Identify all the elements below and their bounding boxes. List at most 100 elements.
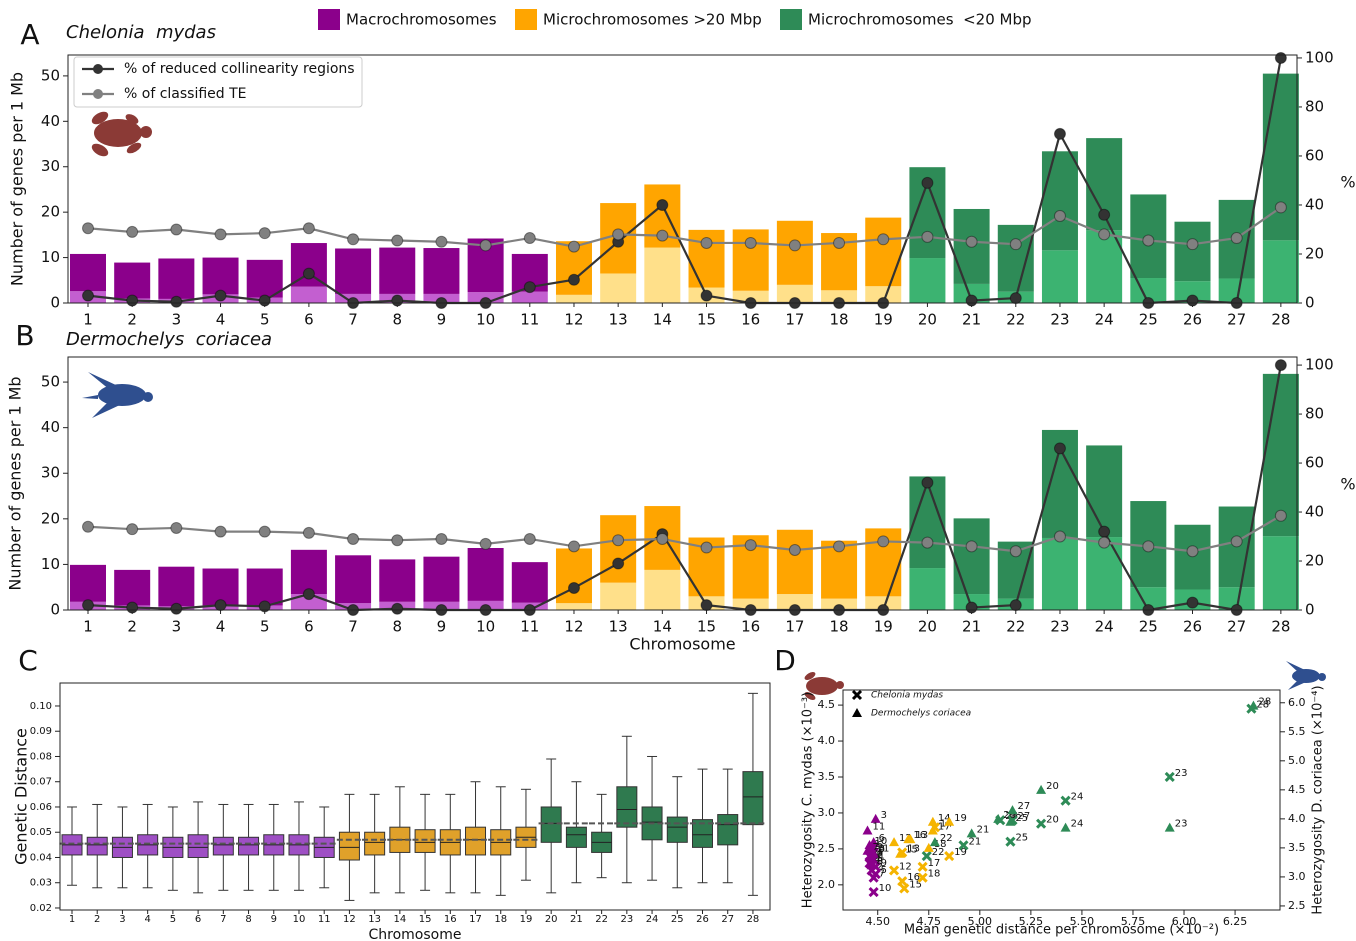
line-marker <box>126 294 139 307</box>
marker-triangle <box>903 834 914 844</box>
y-axis-label: Heterozygosity C. mydas (×10⁻³) <box>801 692 816 908</box>
point-label: 16 <box>913 830 926 841</box>
bar-segment <box>953 283 990 303</box>
x-tick-label: 17 <box>469 914 482 925</box>
bar-segment <box>1086 537 1123 610</box>
point-label: 24 <box>1071 819 1084 830</box>
bar-segment <box>1086 445 1123 538</box>
x-tick-label: 13 <box>368 914 381 925</box>
panel-letter: B <box>15 319 34 352</box>
line-marker <box>700 541 713 554</box>
y-tick-label: 0 <box>50 294 60 312</box>
line-marker <box>700 289 713 302</box>
marker-cross <box>917 872 928 883</box>
line-marker <box>1098 228 1111 241</box>
line-marker <box>1186 596 1199 609</box>
bar-segment <box>379 247 416 294</box>
x-tick-label: 5.00 <box>968 915 993 928</box>
y2-tick-label: 5.0 <box>1288 754 1306 767</box>
line-marker <box>700 599 713 612</box>
x-tick-label: 14 <box>393 914 406 925</box>
line-marker <box>523 232 536 245</box>
x-tick-label: 10 <box>476 618 495 636</box>
bar-segment <box>114 569 151 606</box>
x-tick-label: 6.00 <box>1172 915 1197 928</box>
bar-segment <box>70 253 106 292</box>
x-tick-label: 16 <box>741 618 760 636</box>
point-label: 19 <box>954 813 967 824</box>
y2-tick-label: 4.5 <box>1288 783 1306 796</box>
y-tick-label: 2.5 <box>818 842 836 855</box>
x-tick-label: 9 <box>437 618 447 636</box>
line-marker <box>921 230 934 243</box>
legend-label: Dermochelys coriacea <box>871 709 971 719</box>
x-tick-label: 15 <box>697 618 716 636</box>
marker-triangle <box>1005 816 1016 826</box>
legend-swatch <box>780 9 802 30</box>
legend-label: Microchromosomes <20 Mbp <box>808 11 1032 29</box>
legend-label: % of reduced collinearity regions <box>124 61 355 77</box>
line-marker <box>877 233 890 246</box>
box <box>364 831 386 856</box>
point-label: 7 <box>873 842 879 853</box>
marker-cross <box>944 851 955 862</box>
bar-segment <box>865 596 902 610</box>
line-marker <box>479 239 492 252</box>
x-tick-label: 4.50 <box>865 915 890 928</box>
point-label: 7 <box>879 869 885 880</box>
legend-label: Macrochromosomes <box>346 11 497 29</box>
point-label: 27 <box>1017 811 1030 822</box>
point-label: 22 <box>940 833 953 844</box>
y2-tick-label: 60 <box>1305 146 1324 164</box>
bar-segment <box>555 603 592 610</box>
line-marker <box>302 222 315 235</box>
point-label: 1 <box>879 851 885 862</box>
x-tick-label: 8 <box>392 618 402 636</box>
line-marker <box>965 601 978 614</box>
line-marker <box>1142 234 1155 247</box>
point-label: 10 <box>875 836 888 847</box>
line-marker <box>1098 525 1111 538</box>
marker-triangle <box>966 828 977 838</box>
line-marker <box>833 540 846 553</box>
line-marker <box>877 535 890 548</box>
x-tick-label: 17 <box>785 618 804 636</box>
point-label: 5 <box>881 865 887 876</box>
point-label: 12 <box>899 833 912 844</box>
marker-cross <box>899 883 910 894</box>
marker-triangle <box>889 837 900 847</box>
box <box>666 816 688 843</box>
point-label: 1 <box>875 839 881 850</box>
line-marker <box>126 225 139 238</box>
line-marker <box>656 229 669 242</box>
line <box>87 514 1282 553</box>
x-tick-label: 22 <box>1006 618 1025 636</box>
bar-segment <box>600 273 637 303</box>
marker-triangle <box>1036 784 1047 794</box>
plot-frame <box>67 54 1298 304</box>
x-tick-label: 14 <box>653 311 672 329</box>
panel-title: Dermochelys coriacea <box>66 329 272 350</box>
point-label: 14 <box>938 813 951 824</box>
y-tick-label: 20 <box>41 203 60 221</box>
x-tick-label: 16 <box>741 311 760 329</box>
line-marker <box>788 239 801 252</box>
bar-segment <box>1174 524 1211 590</box>
marker-triangle <box>895 848 906 858</box>
bar-segment <box>202 568 239 606</box>
line-marker <box>567 540 580 553</box>
line-marker <box>700 236 713 249</box>
x-axis-label: Chromosome <box>369 927 462 941</box>
turtle-icon <box>1286 661 1326 690</box>
y-tick-label: 10 <box>41 248 60 266</box>
marker-cross <box>921 851 932 862</box>
line-marker <box>1053 530 1066 543</box>
marker-cross <box>1164 771 1175 783</box>
line-marker <box>170 295 183 308</box>
box <box>540 806 562 843</box>
point-label: 17 <box>938 821 951 832</box>
box <box>86 836 108 856</box>
bar-segment <box>909 568 946 610</box>
box <box>414 829 436 853</box>
line-marker <box>921 536 934 549</box>
